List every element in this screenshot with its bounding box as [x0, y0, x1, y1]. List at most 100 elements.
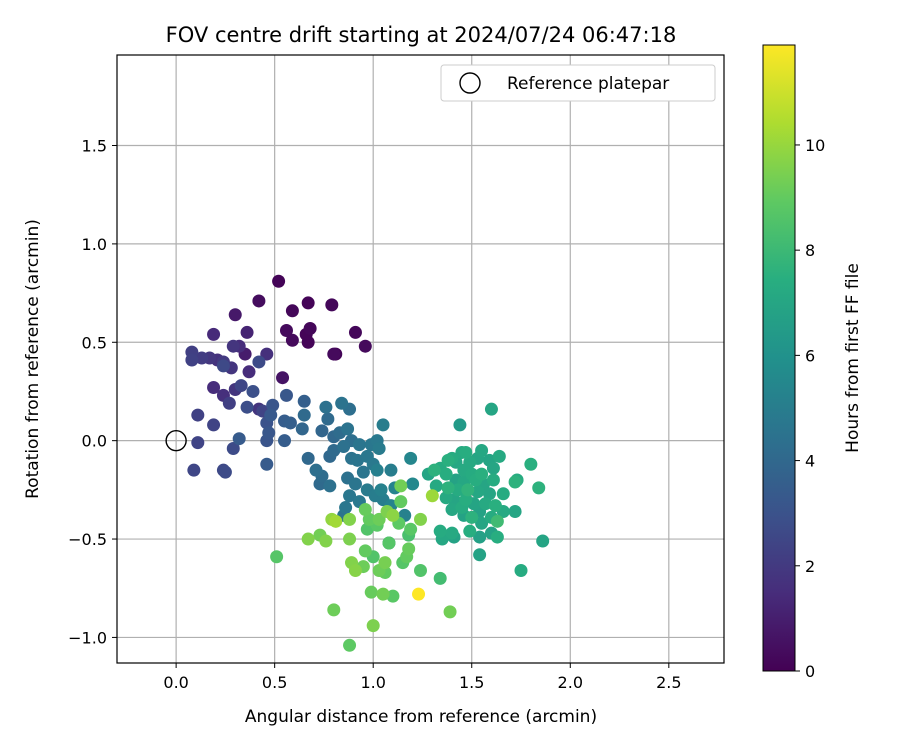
data-point — [473, 530, 487, 544]
colorbar-tick-label: 10 — [805, 136, 825, 155]
data-point — [252, 294, 266, 308]
data-point — [297, 394, 311, 408]
data-point — [374, 483, 388, 497]
data-point — [327, 603, 341, 617]
data-point — [276, 371, 290, 385]
data-point — [459, 493, 473, 507]
legend: Reference platepar — [440, 64, 716, 102]
data-point — [362, 512, 376, 526]
data-point — [226, 339, 240, 353]
data-point — [260, 347, 274, 361]
data-point — [228, 308, 242, 322]
data-point — [222, 396, 236, 410]
colorbar-tick-label: 0 — [805, 662, 815, 681]
data-point — [386, 508, 400, 522]
data-point — [356, 465, 370, 479]
data-point — [207, 418, 221, 432]
data-point — [358, 503, 372, 517]
data-point — [303, 322, 317, 336]
x-tick-label: 0.5 — [262, 673, 287, 692]
data-points — [185, 274, 550, 652]
grid — [117, 55, 724, 663]
legend-label: Reference platepar — [507, 74, 669, 94]
data-point — [439, 491, 453, 505]
data-point — [461, 483, 475, 497]
x-tick-label: 2.5 — [656, 673, 681, 692]
data-point — [327, 443, 341, 457]
data-point — [386, 589, 400, 603]
data-point — [242, 365, 256, 379]
data-point — [488, 499, 502, 513]
reference-platepar-marker — [165, 429, 187, 452]
x-tick-label: 2.0 — [558, 673, 583, 692]
data-point — [234, 379, 248, 393]
data-point — [335, 396, 349, 410]
data-point — [285, 304, 299, 318]
data-point — [358, 544, 372, 558]
data-point — [246, 384, 260, 398]
y-tick-label: 0.5 — [82, 333, 107, 352]
data-point — [394, 495, 408, 509]
data-point — [427, 463, 441, 477]
data-point — [360, 522, 374, 536]
data-point — [414, 512, 427, 526]
data-point — [343, 532, 357, 546]
data-point — [370, 463, 384, 477]
data-point — [479, 497, 493, 511]
data-point — [382, 536, 396, 550]
data-point — [475, 467, 489, 481]
data-point — [490, 530, 504, 544]
data-point — [207, 381, 221, 395]
data-point — [343, 512, 357, 526]
data-point — [482, 487, 496, 501]
data-point — [337, 440, 351, 454]
data-point — [372, 442, 386, 456]
data-point — [339, 501, 353, 515]
data-point — [524, 457, 538, 471]
data-point — [348, 564, 362, 578]
data-point — [372, 512, 386, 526]
data-point — [207, 327, 221, 341]
data-point — [412, 587, 426, 601]
colorbar-tick-label: 4 — [805, 452, 815, 471]
data-point — [433, 571, 447, 585]
data-point — [429, 479, 443, 493]
data-point — [471, 485, 485, 499]
data-point — [532, 481, 546, 495]
data-point — [343, 638, 357, 652]
chart-title: FOV centre drift starting at 2024/07/24 … — [166, 23, 677, 47]
data-point — [272, 274, 286, 288]
data-point — [441, 453, 455, 467]
data-point — [226, 442, 240, 456]
colorbar-tick-label: 6 — [805, 346, 815, 365]
data-point — [376, 418, 390, 432]
x-tick-label: 1.5 — [459, 673, 484, 692]
data-point — [402, 542, 416, 556]
data-point — [492, 449, 506, 463]
data-point — [191, 436, 205, 450]
data-point — [484, 402, 498, 416]
data-point — [216, 359, 230, 373]
data-point — [350, 453, 364, 467]
colorbar-ticks: 0 2 4 6 8 10 — [795, 136, 825, 681]
data-point — [260, 457, 274, 471]
data-point — [475, 516, 489, 530]
data-point — [285, 333, 299, 347]
data-point — [301, 296, 315, 310]
data-point — [414, 564, 427, 578]
data-point — [486, 473, 500, 487]
data-point — [473, 548, 487, 562]
data-point — [433, 524, 447, 538]
data-point — [443, 605, 457, 619]
legend-reference-marker — [459, 72, 481, 94]
data-point — [315, 424, 329, 438]
reference-marker-layer — [165, 429, 187, 452]
data-point — [327, 347, 341, 361]
data-point — [283, 416, 297, 430]
data-point — [394, 479, 408, 493]
y-tick-label: 1.5 — [82, 137, 107, 156]
data-point — [232, 432, 246, 446]
data-point — [453, 418, 467, 432]
data-point — [378, 556, 392, 570]
data-point — [252, 355, 266, 369]
